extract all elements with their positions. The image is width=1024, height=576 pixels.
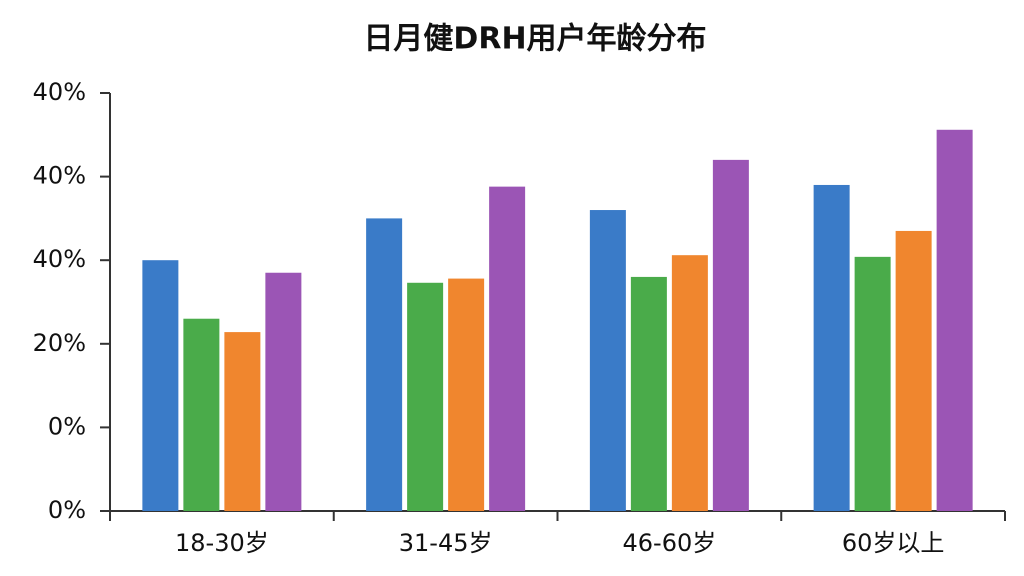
y-tick-label: 40%: [33, 78, 86, 106]
x-tick-label: 46-60岁: [623, 529, 717, 557]
x-tick-label: 31-45岁: [399, 529, 493, 557]
bar: [183, 318, 220, 511]
x-tick-label: 18-30岁: [175, 529, 269, 557]
y-tick-label: 0%: [48, 496, 86, 524]
x-tick-label: 60岁以上: [842, 529, 945, 557]
y-tick-label: 40%: [33, 162, 86, 190]
bar: [813, 184, 850, 511]
y-tick-label: 40%: [33, 245, 86, 273]
bar: [448, 278, 485, 511]
bar: [407, 282, 444, 511]
y-tick-label: 0%: [48, 412, 86, 440]
bar: [489, 186, 526, 511]
y-tick-label: 20%: [33, 329, 86, 357]
bar: [712, 159, 749, 511]
bar: [265, 272, 302, 511]
bar: [936, 129, 973, 511]
bar: [224, 332, 261, 511]
bar: [630, 276, 667, 511]
bar: [854, 256, 891, 511]
bar: [142, 260, 179, 511]
chart-title: 日月健DRH用户年龄分布: [363, 22, 706, 57]
bar: [671, 255, 708, 511]
bar: [366, 218, 403, 511]
bar: [895, 230, 932, 511]
bar: [589, 210, 626, 512]
